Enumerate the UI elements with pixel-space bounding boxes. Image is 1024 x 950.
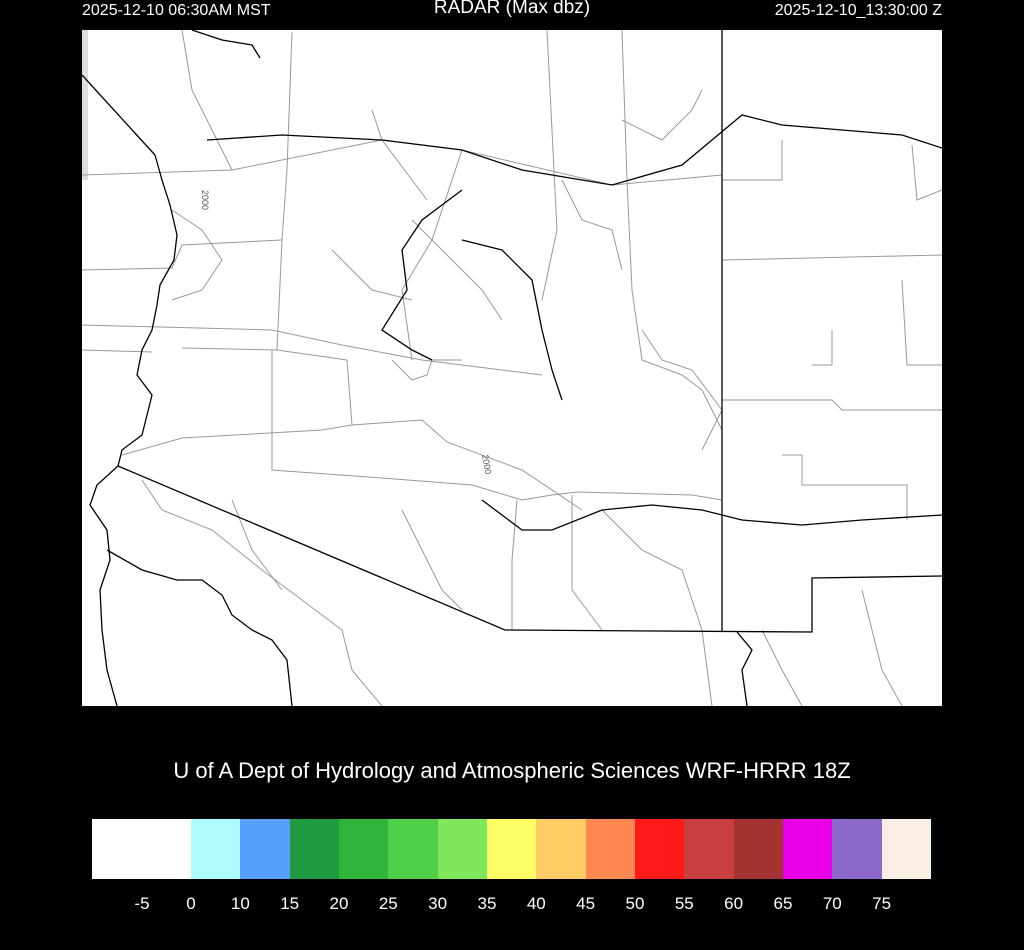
colorbar-tick-label: 40 [526, 894, 546, 913]
mountain-line [381, 189, 463, 361]
baja-coast [89, 465, 119, 707]
basemap: 2000 2000 [81, 29, 943, 707]
mogollon-rim-line [206, 114, 943, 186]
colorbar-tick-label: 0 [186, 894, 196, 913]
utc-time: 2025-12-10_13:30:00 Z [774, 2, 942, 19]
colorbar-swatch [388, 819, 438, 879]
colorbar-swatch [881, 819, 931, 879]
colorbar-swatch [338, 819, 389, 879]
colorbar-swatch [585, 819, 635, 879]
state-borders [81, 29, 943, 707]
colorbar-swatch [191, 819, 241, 879]
az-nv-border [81, 74, 156, 156]
colorbar-tick-label: 20 [329, 894, 349, 913]
colorbar-swatch [733, 819, 783, 879]
nm-mexico-border [736, 631, 753, 707]
colorbar [92, 819, 931, 879]
local-time: 2025-12-10 06:30AM MST [82, 2, 271, 19]
colorbar-tick-label: 15 [280, 894, 300, 913]
colorbar-tick-label: 30 [428, 894, 448, 913]
colorbar-tick-label: 45 [576, 894, 596, 913]
colorbar-tick-label: 70 [822, 894, 842, 913]
radar-map: 2000 2000 [81, 29, 943, 707]
colorbar-tick-label: 25 [378, 894, 398, 913]
colorbar-swatch [289, 819, 339, 879]
colorbar-swatch [240, 819, 290, 879]
gulf-coast [106, 549, 293, 707]
colorado-river-border [117, 154, 178, 467]
colorbar-swatch [832, 819, 882, 879]
colorbar-swatch [486, 819, 537, 879]
credit-line: U of A Dept of Hydrology and Atmospheric… [173, 758, 851, 783]
contour-label: 2000 [200, 190, 210, 210]
colorbar-tick-label: 55 [674, 894, 694, 913]
colorbar-tick-label: 35 [477, 894, 497, 913]
colorbar-tick-label: 50 [625, 894, 645, 913]
colorbar-swatch [782, 819, 833, 879]
colorbar-swatch [684, 819, 734, 879]
az-mexico-border [117, 465, 943, 633]
mountain-line-2 [461, 239, 563, 401]
southern-ridge-line [481, 499, 943, 531]
lake-mead-line [191, 29, 261, 59]
colorbar-swatch [634, 819, 685, 879]
colorbar-tick-label: 75 [872, 894, 892, 913]
colorbar-swatch [536, 819, 586, 879]
colorbar-tick-label: 10 [230, 894, 250, 913]
colorbar-ticks: -5 0 10 15 20 25 30 35 40 45 50 55 60 65 70 75 [0, 894, 1024, 918]
colorbar-tick-label: 65 [773, 894, 793, 913]
colorbar-swatch [437, 819, 487, 879]
contour-label: 2000 [480, 454, 493, 475]
colorbar-tick-label: 60 [724, 894, 744, 913]
map-edge-shade [82, 30, 88, 180]
plot-title: RADAR (Max dbz) [433, 0, 591, 18]
county-lines [81, 29, 943, 707]
colorbar-swatch [92, 819, 191, 879]
colorbar-tick-label: -5 [134, 894, 150, 913]
